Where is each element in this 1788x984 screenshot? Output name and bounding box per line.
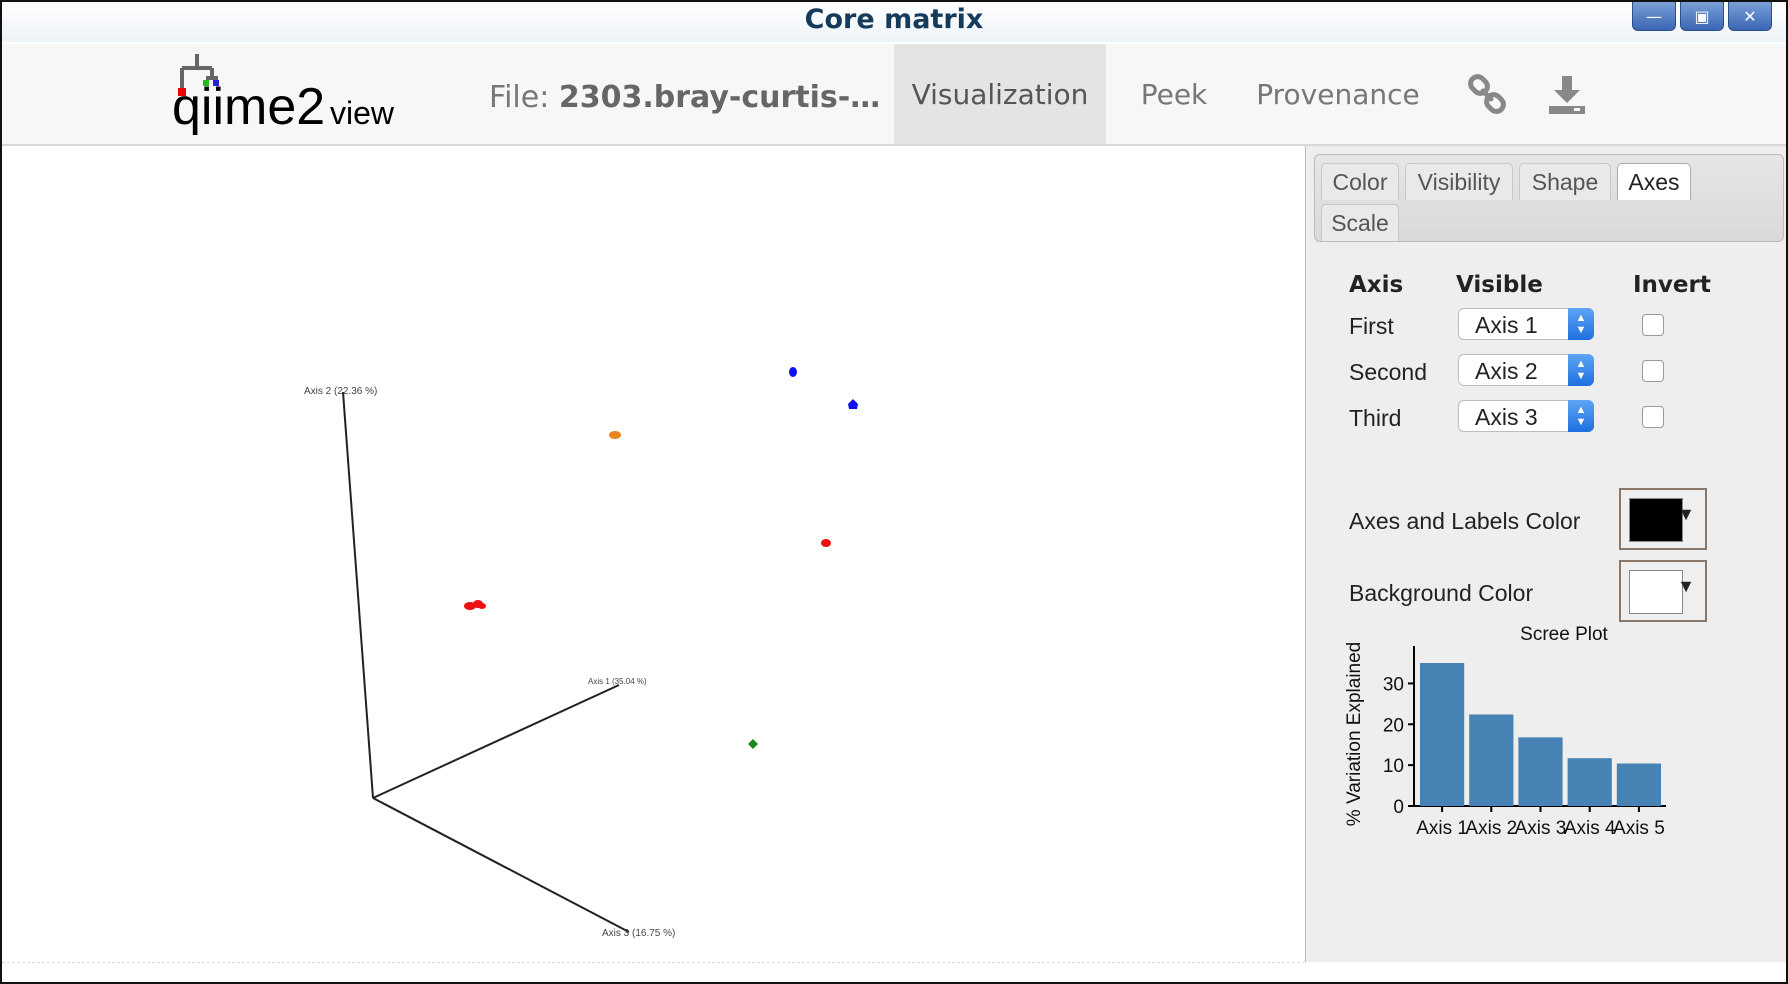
tab-scale[interactable]: Scale: [1321, 204, 1399, 241]
third-axis-label: Third: [1349, 405, 1402, 431]
tab-axes[interactable]: Axes: [1617, 163, 1691, 200]
window-title: Core matrix: [804, 4, 984, 35]
scree-y-tick-label: 30: [1383, 674, 1404, 695]
second-axis-select[interactable]: Axis 2 ▲ ▼: [1458, 354, 1594, 386]
tab-shape[interactable]: Shape: [1519, 163, 1611, 200]
close-button[interactable]: ✕: [1728, 2, 1772, 31]
file-name-label: File: 2303.bray-curtis-…: [489, 80, 880, 115]
maximize-button[interactable]: ▣: [1680, 2, 1724, 31]
window-controls: — ▣ ✕: [1632, 2, 1772, 31]
scree-bar: [1616, 763, 1661, 806]
scree-bar: [1420, 663, 1465, 806]
scree-bar: [1518, 737, 1563, 806]
scree-x-tick-label: Axis 5: [1613, 818, 1665, 839]
axis-line-1: [372, 684, 620, 799]
tab-provenance[interactable]: Provenance: [1256, 77, 1420, 111]
dropdown-triangle-icon: ▼: [1677, 504, 1695, 524]
second-axis-value: Axis 2: [1475, 358, 1538, 384]
scree-x-tick-label: Axis 4: [1564, 818, 1616, 839]
axis-label-2: Axis 2 (22.36 %): [304, 386, 377, 397]
background-color-swatch: [1629, 570, 1683, 614]
minimize-button[interactable]: —: [1632, 2, 1676, 31]
tab-color[interactable]: Color: [1321, 163, 1399, 200]
navbar: qiime2 view File: 2303.bray-curtis-… Vis…: [2, 44, 1786, 146]
sample-point[interactable]: [748, 739, 758, 749]
download-icon[interactable]: [1546, 74, 1588, 116]
axes-color-picker[interactable]: ▼: [1619, 488, 1707, 550]
ordination-canvas[interactable]: Axis 2 (22.36 %) Axis 1 (35.04 %) Axis 3…: [2, 146, 1305, 962]
ordination-plot[interactable]: Axis 2 (22.36 %) Axis 1 (35.04 %) Axis 3…: [2, 146, 1305, 963]
axis-label-1: Axis 1 (35.04 %): [588, 677, 647, 686]
third-axis-select[interactable]: Axis 3 ▲ ▼: [1458, 400, 1594, 432]
select-arrows-icon: ▲ ▼: [1568, 400, 1594, 432]
second-axis-invert-checkbox[interactable]: [1642, 360, 1664, 382]
select-arrows-icon: ▲ ▼: [1568, 354, 1594, 386]
logo-subtext: view: [330, 95, 395, 131]
qiime2-view-logo[interactable]: qiime2 view: [172, 50, 432, 140]
panel-tab-bar: Color Visibility Shape Axes Scale: [1314, 154, 1784, 242]
axis-label-3: Axis 3 (16.75 %): [602, 928, 675, 939]
scree-title: Scree Plot: [1520, 624, 1608, 645]
first-axis-label: First: [1349, 313, 1394, 339]
scree-x-tick-label: Axis 1: [1416, 818, 1468, 839]
axis-column-header: Axis: [1349, 272, 1404, 298]
tab-visualization[interactable]: Visualization: [894, 44, 1106, 144]
first-axis-invert-checkbox[interactable]: [1642, 314, 1664, 336]
axes-color-swatch: [1629, 498, 1683, 542]
tab-peek[interactable]: Peek: [1140, 77, 1208, 111]
scree-y-tick-label: 0: [1393, 797, 1404, 818]
scree-plot: Scree Plot % Variation Explained 0 10 20 30…: [1344, 624, 1666, 839]
scree-bar: [1469, 714, 1514, 806]
scree-y-tick-label: 10: [1383, 756, 1404, 777]
sample-point[interactable]: [848, 399, 858, 409]
axis-line-2: [342, 391, 374, 799]
invert-column-header: Invert: [1633, 272, 1711, 298]
scree-ylabel: % Variation Explained: [1344, 642, 1365, 826]
axes-color-label: Axes and Labels Color: [1349, 508, 1581, 534]
tab-visibility[interactable]: Visibility: [1405, 163, 1513, 200]
first-axis-select[interactable]: Axis 1 ▲ ▼: [1458, 308, 1594, 340]
third-axis-value: Axis 3: [1475, 404, 1538, 430]
settings-panel: Color Visibility Shape Axes Scale Axis V…: [1305, 146, 1786, 962]
file-name: 2303.bray-curtis-…: [558, 80, 881, 115]
background-color-picker[interactable]: ▼: [1619, 560, 1707, 622]
sample-point-cluster[interactable]: [464, 600, 486, 610]
dropdown-triangle-icon: ▼: [1677, 576, 1695, 596]
background-color-label: Background Color: [1349, 580, 1534, 606]
sample-point[interactable]: [609, 431, 621, 439]
axis-line-3: [372, 797, 630, 933]
sample-point[interactable]: [821, 539, 831, 547]
file-prefix: File:: [489, 80, 550, 115]
select-arrows-icon: ▲ ▼: [1568, 308, 1594, 340]
scree-bar: [1567, 758, 1612, 806]
logo-text: qiime2: [172, 78, 325, 136]
scree-y-tick-label: 20: [1383, 715, 1404, 736]
maximize-icon: ▣: [1694, 6, 1710, 26]
close-icon: ✕: [1743, 6, 1757, 26]
second-axis-label: Second: [1349, 359, 1428, 385]
title-bar: Core matrix — ▣ ✕: [2, 2, 1786, 42]
sample-point[interactable]: [789, 367, 797, 377]
third-axis-invert-checkbox[interactable]: [1642, 406, 1664, 428]
scree-x-tick-label: Axis 2: [1465, 818, 1517, 839]
first-axis-value: Axis 1: [1475, 312, 1538, 338]
visible-column-header: Visible: [1456, 272, 1543, 298]
minimize-icon: —: [1646, 6, 1662, 26]
link-icon[interactable]: [1466, 74, 1508, 116]
scree-x-tick-label: Axis 3: [1515, 818, 1567, 839]
